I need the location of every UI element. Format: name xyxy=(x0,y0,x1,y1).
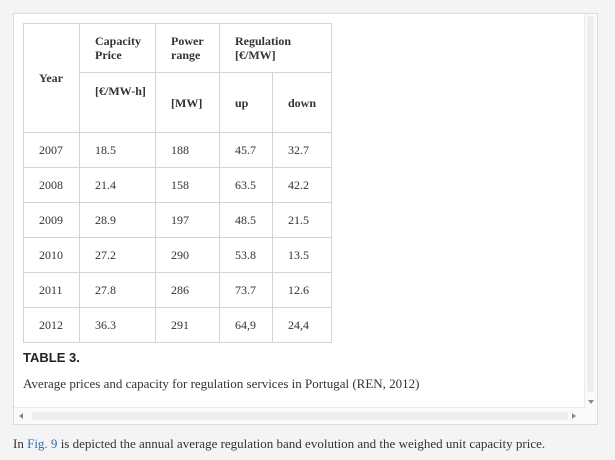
figure-link[interactable]: Fig. 9 xyxy=(27,436,58,451)
cell-year: 2010 xyxy=(23,237,80,273)
cell-capacity-price: 18.5 xyxy=(79,132,156,168)
header-capacity-price: Capacity Price xyxy=(79,23,156,73)
scroll-right-arrow-icon[interactable] xyxy=(572,413,576,419)
horizontal-scrollbar[interactable] xyxy=(14,407,586,424)
body-paragraph: In Fig. 9 is depicted the annual average… xyxy=(13,436,545,452)
table-caption-text: Average prices and capacity for regulati… xyxy=(23,376,420,391)
cell-capacity-price: 36.3 xyxy=(79,307,156,343)
header-regulation: Regulation [€/MW] xyxy=(219,23,332,73)
cell-down: 21.5 xyxy=(272,202,332,238)
table-row: 2010 27.2 290 53.8 13.5 xyxy=(23,237,332,273)
cell-year: 2011 xyxy=(23,272,80,308)
scrollbar-corner xyxy=(585,408,597,424)
cell-power-range: 286 xyxy=(155,272,220,308)
scroll-left-arrow-icon[interactable] xyxy=(19,413,23,419)
cell-power-range: 291 xyxy=(155,307,220,343)
table-row: 2011 27.8 286 73.7 12.6 xyxy=(23,272,332,308)
cell-year: 2007 xyxy=(23,132,80,168)
header-year: Year xyxy=(23,23,80,133)
cell-down: 12.6 xyxy=(272,272,332,308)
header-row-1: Year Capacity Price Power range Regulati… xyxy=(23,23,332,133)
cell-down: 32.7 xyxy=(272,132,332,168)
header-capacity-unit: [€/MW-h] xyxy=(79,72,156,133)
cell-year: 2008 xyxy=(23,167,80,203)
cell-capacity-price: 27.8 xyxy=(79,272,156,308)
body-text-prefix: In xyxy=(13,436,28,451)
table-row: 2009 28.9 197 48.5 21.5 xyxy=(23,202,332,238)
cell-capacity-price: 27.2 xyxy=(79,237,156,273)
cell-capacity-price: 21.4 xyxy=(79,167,156,203)
cell-down: 24,4 xyxy=(272,307,332,343)
cell-down: 42.2 xyxy=(272,167,332,203)
table-row: 2012 36.3 291 64,9 24,4 xyxy=(23,307,332,343)
scroll-down-arrow-icon[interactable] xyxy=(588,400,594,404)
body-text-suffix: is depicted the annual average regulatio… xyxy=(57,436,546,451)
cell-power-range: 188 xyxy=(155,132,220,168)
vertical-scrollbar[interactable] xyxy=(584,14,597,408)
horizontal-scrollbar-thumb[interactable] xyxy=(32,412,568,420)
table-row: 2008 21.4 158 63.5 42.2 xyxy=(23,167,332,203)
cell-power-range: 197 xyxy=(155,202,220,238)
header-row-2: [€/MW-h] [MW] up down xyxy=(24,72,332,133)
vertical-scrollbar-thumb[interactable] xyxy=(587,16,594,392)
cell-up: 73.7 xyxy=(219,272,273,308)
cell-up: 53.8 xyxy=(219,237,273,273)
cell-year: 2012 xyxy=(23,307,80,343)
header-power-unit: [MW] xyxy=(155,72,220,133)
cell-power-range: 290 xyxy=(155,237,220,273)
table-panel: Year Capacity Price Power range Regulati… xyxy=(13,13,598,425)
cell-down: 13.5 xyxy=(272,237,332,273)
cell-power-range: 158 xyxy=(155,167,220,203)
cell-up: 45.7 xyxy=(219,132,273,168)
cell-capacity-price: 28.9 xyxy=(79,202,156,238)
header-down: down xyxy=(272,72,332,133)
table-scroll-area[interactable]: Year Capacity Price Power range Regulati… xyxy=(14,14,586,408)
cell-up: 63.5 xyxy=(219,167,273,203)
cell-up: 48.5 xyxy=(219,202,273,238)
data-table: Year Capacity Price Power range Regulati… xyxy=(23,23,332,343)
table-row: 2007 18.5 188 45.7 32.7 xyxy=(23,132,332,168)
header-power-range: Power range xyxy=(155,23,220,73)
cell-up: 64,9 xyxy=(219,307,273,343)
table-caption-label: TABLE 3. xyxy=(23,350,80,365)
cell-year: 2009 xyxy=(23,202,80,238)
header-up: up xyxy=(219,72,273,133)
